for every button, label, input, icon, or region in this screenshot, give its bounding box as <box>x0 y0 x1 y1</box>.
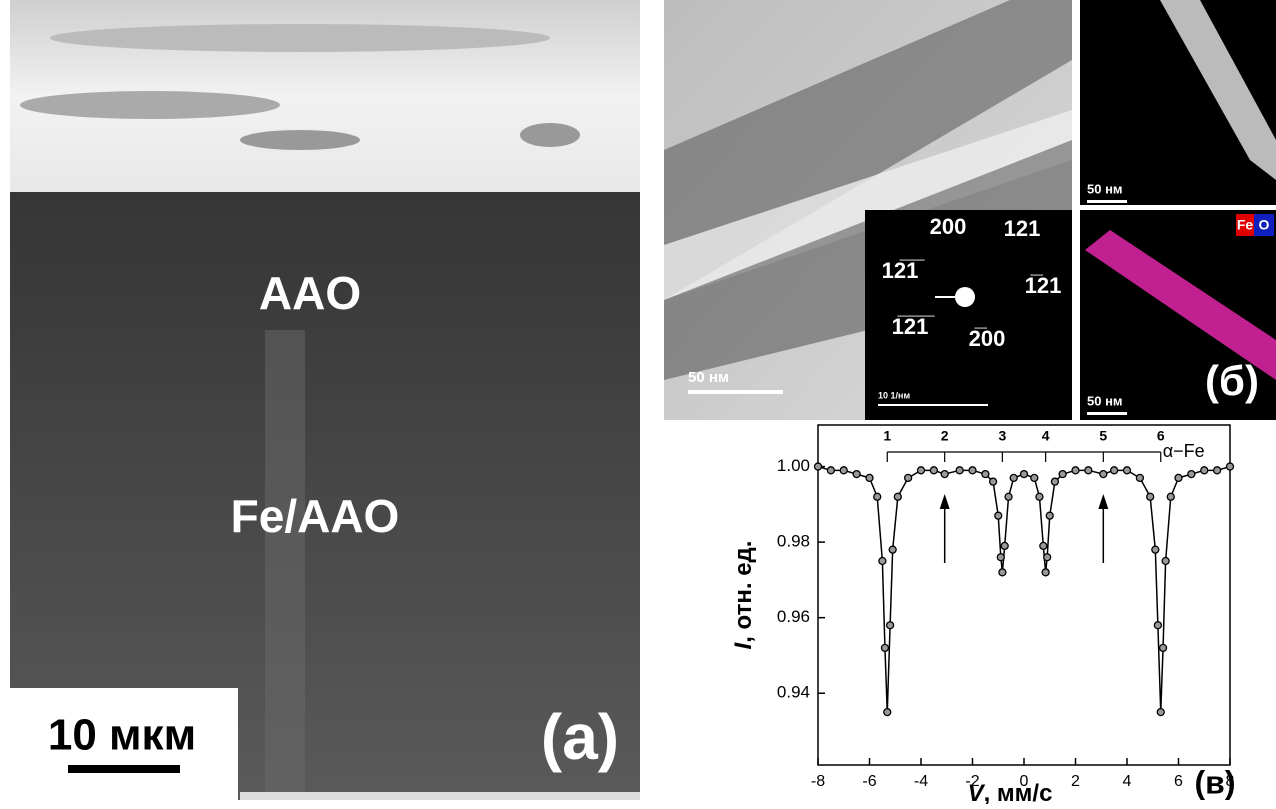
fit-line <box>818 467 1230 713</box>
figure: AAO Fe/AAO 10 мкм (a) 50 нм 10 1/нм 200 … <box>0 0 1276 804</box>
data-point <box>1157 709 1164 716</box>
data-point <box>1059 471 1066 478</box>
sextet-label: 5 <box>1099 428 1107 444</box>
data-point <box>889 546 896 553</box>
x-tick-label: 2 <box>1071 773 1080 790</box>
sextet-label: 2 <box>941 428 949 444</box>
data-point <box>941 471 948 478</box>
data-point <box>853 471 860 478</box>
data-point <box>879 558 886 565</box>
data-point <box>969 467 976 474</box>
sextet-name: α−Fe <box>1163 441 1205 461</box>
data-point <box>866 474 873 481</box>
arrow-head <box>1098 494 1108 509</box>
scale-bar-label: 10 1/нм <box>878 390 910 400</box>
y-tick-label: 0.94 <box>777 683 810 702</box>
data-point <box>1175 474 1182 481</box>
x-tick-label: 4 <box>1123 773 1132 790</box>
data-point <box>982 471 989 478</box>
sextet-label: 1 <box>883 428 891 444</box>
panel-letter: (б) <box>1205 357 1259 404</box>
y-axis-label: I, отн. ед. <box>730 541 757 650</box>
data-point <box>1072 467 1079 474</box>
sextet-label: 3 <box>998 428 1006 444</box>
tem-image <box>664 0 1276 420</box>
data-point <box>1154 622 1161 629</box>
data-point <box>1167 493 1174 500</box>
data-point <box>1136 474 1143 481</box>
data-point <box>815 463 822 470</box>
data-point <box>1010 474 1017 481</box>
sextet-label: 4 <box>1042 428 1050 444</box>
data-point <box>995 512 1002 519</box>
data-point <box>905 474 912 481</box>
data-point <box>990 478 997 485</box>
data-point <box>1162 558 1169 565</box>
saed-index: 121 <box>1004 216 1041 241</box>
data-point <box>1124 467 1131 474</box>
data-point <box>997 554 1004 561</box>
data-point <box>918 467 925 474</box>
x-tick-label: 0 <box>1020 773 1029 790</box>
scale-bar-label: 10 мкм <box>48 711 196 760</box>
data-point <box>840 467 847 474</box>
data-point <box>1111 467 1118 474</box>
data-point <box>1188 471 1195 478</box>
y-tick-label: 1.00 <box>777 456 810 475</box>
x-tick-label: -2 <box>965 773 979 790</box>
x-tick-label: -6 <box>862 773 876 790</box>
data-point <box>884 709 891 716</box>
data-point <box>1040 542 1047 549</box>
map-legend: O <box>1259 217 1270 233</box>
data-point <box>1227 463 1234 470</box>
data-point <box>827 467 834 474</box>
data-point <box>1100 471 1107 478</box>
x-axis-unit: , мм/с <box>984 780 1053 804</box>
scale-bar-label: 50 нм <box>688 369 729 386</box>
data-point <box>1021 471 1028 478</box>
data-point <box>1214 467 1221 474</box>
panel-letter: (a) <box>541 701 619 773</box>
label: Fe/AAO <box>231 490 400 542</box>
data-point <box>881 644 888 651</box>
map-legend: Fe <box>1237 217 1254 233</box>
data-point <box>1001 542 1008 549</box>
scale-bar-label: 50 нм <box>1087 393 1123 408</box>
data-point <box>1044 554 1051 561</box>
data-point <box>894 493 901 500</box>
arrow-head <box>940 494 950 509</box>
x-axis-label: V, мм/с <box>968 780 1053 804</box>
data-point <box>1005 493 1012 500</box>
data-point <box>874 493 881 500</box>
data-point <box>1031 474 1038 481</box>
y-tick-label: 0.96 <box>777 607 810 626</box>
sem-image <box>10 0 640 804</box>
data-point <box>1051 478 1058 485</box>
data-point <box>1036 493 1043 500</box>
data-point <box>1201 467 1208 474</box>
data-point <box>1046 512 1053 519</box>
x-tick-label: -4 <box>914 773 928 790</box>
data-point <box>1152 546 1159 553</box>
scale-bar-label: 50 нм <box>1087 181 1123 196</box>
saed-index: 200 <box>930 214 967 239</box>
data-point <box>1160 644 1167 651</box>
data-point <box>1147 493 1154 500</box>
data-point <box>887 622 894 629</box>
data-point <box>930 467 937 474</box>
data-point <box>1085 467 1092 474</box>
y-tick-label: 0.98 <box>777 532 810 551</box>
data-point <box>956 467 963 474</box>
x-tick-label: -8 <box>811 773 825 790</box>
x-tick-label: 6 <box>1174 773 1183 790</box>
y-axis-unit: , отн. ед. <box>730 541 757 643</box>
data-point <box>999 569 1006 576</box>
saed-index: 2̅00 <box>969 326 1006 351</box>
data-point <box>1042 569 1049 576</box>
label: AAO <box>259 267 361 319</box>
saed-index: 1̅21 <box>1025 273 1062 298</box>
x-tick-label: 8 <box>1226 773 1235 790</box>
